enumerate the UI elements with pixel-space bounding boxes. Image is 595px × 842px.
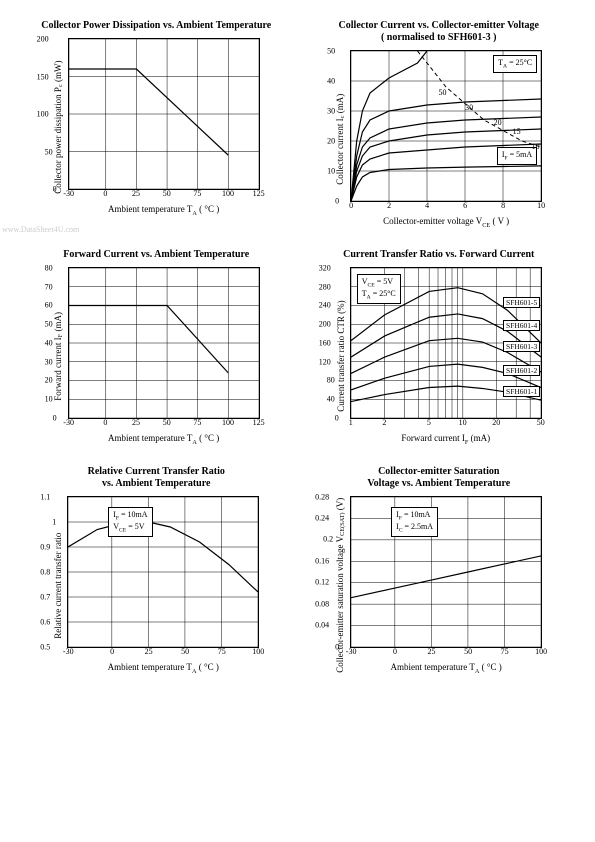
plot-area: 024681001020304050TA = 25°CIF = 5mA50302… — [350, 50, 542, 202]
chart-c2: Collector Current vs. Collector-emitter … — [303, 20, 576, 229]
chart-inset: IF = 10mAIC = 2.5mA — [391, 507, 438, 538]
chart-c1: Collector Power Dissipation vs. Ambient … — [20, 20, 293, 229]
series-label: SFH601-2 — [503, 365, 540, 376]
series-label: 50 — [439, 88, 447, 97]
chart-c3: Forward Current vs. Ambient TemperatureF… — [20, 249, 293, 446]
chart-inset: VCE = 5VTA = 25°C — [357, 274, 401, 305]
x-axis-label: Ambient temperature TA ( °C ) — [108, 204, 219, 217]
chart-c6: Collector-emitter SaturationVoltage vs. … — [303, 466, 576, 675]
watermark-left: www.DataSheet4U.com — [2, 225, 79, 234]
chart-title: Relative Current Transfer Ratiovs. Ambie… — [88, 466, 225, 490]
plot-area: -30025507510012501020304050607080 — [68, 267, 260, 419]
plot-area: -3002550751000.50.60.70.80.911.1IF = 10m… — [67, 496, 259, 648]
plot-area: -300255075100125050100150200 — [68, 38, 260, 190]
chart-title: Collector-emitter SaturationVoltage vs. … — [367, 466, 510, 490]
chart-inset: IF = 10mAVCE = 5V — [108, 507, 152, 538]
chart-title: Collector Current vs. Collector-emitter … — [339, 20, 539, 44]
series-label: 30 — [465, 103, 473, 112]
series-label: 20 — [494, 118, 502, 127]
chart-c4: Current Transfer Ratio vs. Forward Curre… — [303, 249, 576, 446]
chart-title: Forward Current vs. Ambient Temperature — [63, 249, 249, 261]
x-axis-label: Ambient temperature TA ( °C ) — [108, 433, 219, 446]
plot-area: -30025507510000.040.080.120.160.20.240.2… — [350, 496, 542, 648]
x-axis-label: Forward current IF (mA) — [401, 433, 490, 446]
series-label: SFH601-5 — [503, 297, 540, 308]
series-label: SFH601-1 — [503, 386, 540, 397]
chart-title: Current Transfer Ratio vs. Forward Curre… — [343, 249, 534, 261]
series-label: 10 — [532, 142, 540, 151]
x-axis-label: Ambient temperature TA ( °C ) — [108, 662, 219, 675]
x-axis-label: Collector-emitter voltage VCE ( V ) — [383, 216, 509, 229]
series-label: SFH601-3 — [503, 341, 540, 352]
plot-area: 12510205004080120160200240280320VCE = 5V… — [350, 267, 542, 419]
x-axis-label: Ambient temperature TA ( °C ) — [391, 662, 502, 675]
series-label: 15 — [513, 127, 521, 136]
series-label: SFH601-4 — [503, 320, 540, 331]
chart-c5: Relative Current Transfer Ratiovs. Ambie… — [20, 466, 293, 675]
chart-inset: TA = 25°C — [493, 55, 537, 73]
chart-title: Collector Power Dissipation vs. Ambient … — [41, 20, 271, 32]
